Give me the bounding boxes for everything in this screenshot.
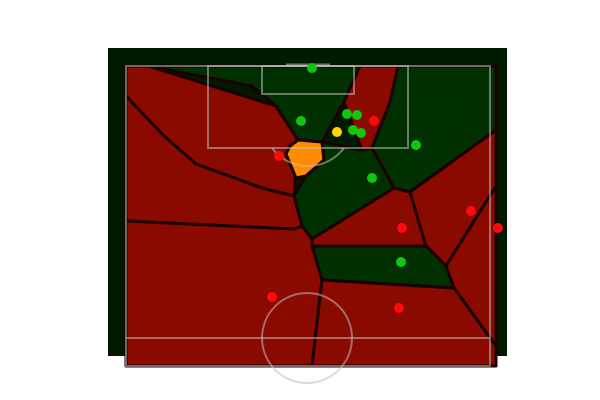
player-red-13 bbox=[466, 206, 476, 216]
region-red-12 bbox=[310, 278, 498, 368]
player-green-6 bbox=[411, 140, 421, 150]
player-red-15 bbox=[267, 292, 277, 302]
player-red-16 bbox=[394, 303, 404, 313]
player-green-1 bbox=[296, 116, 306, 126]
player-red-14 bbox=[493, 223, 503, 233]
player-ball-9 bbox=[332, 127, 342, 137]
player-green-8 bbox=[396, 257, 406, 267]
player-green-5 bbox=[356, 128, 366, 138]
player-green-2 bbox=[342, 109, 352, 119]
player-red-12 bbox=[397, 223, 407, 233]
region-red-11 bbox=[124, 219, 324, 368]
player-red-10 bbox=[369, 116, 379, 126]
player-green-3 bbox=[352, 110, 362, 120]
players-layer bbox=[267, 63, 503, 313]
control-regions bbox=[124, 64, 498, 368]
player-green-7 bbox=[367, 173, 377, 183]
player-green-0 bbox=[307, 63, 317, 73]
player-green-4 bbox=[348, 125, 358, 135]
player-red-11 bbox=[274, 151, 284, 161]
